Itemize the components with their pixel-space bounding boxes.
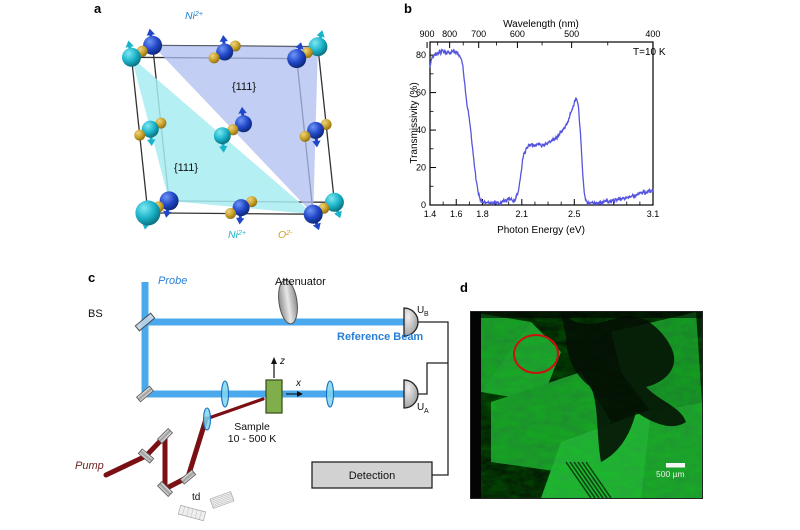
svg-text:BS: BS <box>88 308 103 320</box>
svg-text:Sample: Sample <box>234 421 270 433</box>
svg-text:Reference Beam: Reference Beam <box>337 331 423 343</box>
svg-text:Transmissivity (%): Transmissivity (%) <box>409 82 420 163</box>
svg-text:900: 900 <box>420 29 435 39</box>
svg-text:Probe: Probe <box>158 275 187 287</box>
svg-text:T=10 K: T=10 K <box>633 47 666 58</box>
svg-text:500: 500 <box>564 29 579 39</box>
svg-text:Pump: Pump <box>75 460 104 472</box>
svg-text:1.8: 1.8 <box>476 209 489 219</box>
svg-text:x: x <box>295 378 302 389</box>
svg-text:2.1: 2.1 <box>516 209 529 219</box>
svg-text:800: 800 <box>442 29 457 39</box>
svg-text:B: B <box>424 311 429 318</box>
svg-text:0: 0 <box>421 200 426 210</box>
svg-text:1.6: 1.6 <box>450 209 463 219</box>
svg-text:700: 700 <box>471 29 486 39</box>
svg-text:400: 400 <box>645 29 660 39</box>
svg-text:10 - 500 K: 10 - 500 K <box>228 433 276 445</box>
svg-text:500 µm: 500 µm <box>656 469 685 479</box>
svg-text:80: 80 <box>416 50 426 60</box>
svg-text:Attenuator: Attenuator <box>275 276 326 288</box>
svg-text:Detection: Detection <box>349 470 395 482</box>
svg-text:Wavelength (nm): Wavelength (nm) <box>503 19 579 30</box>
svg-text:1.4: 1.4 <box>424 209 437 219</box>
svg-text:600: 600 <box>510 29 525 39</box>
svg-text:Photon Energy (eV): Photon Energy (eV) <box>497 225 585 236</box>
svg-text:A: A <box>424 408 429 415</box>
svg-text:z: z <box>279 356 285 367</box>
svg-text:3.1: 3.1 <box>647 209 660 219</box>
svg-text:td: td <box>192 492 200 503</box>
svg-text:2.5: 2.5 <box>568 209 581 219</box>
